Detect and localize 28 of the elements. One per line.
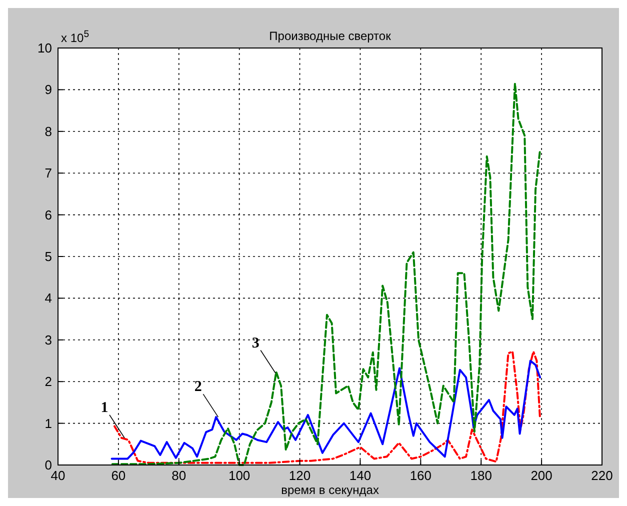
x-tick-label: 140 (349, 468, 372, 483)
x-tick-label: 120 (288, 468, 311, 483)
y-tick-label: 7 (44, 166, 52, 181)
y-tick-label: 5 (44, 249, 52, 264)
x-tick-label: 40 (50, 468, 66, 483)
y-tick-label: 1 (44, 416, 52, 431)
x-tick-label: 200 (530, 468, 552, 483)
line-series (111, 82, 542, 466)
y-tick-label: 8 (44, 124, 52, 139)
x-tick-label: 100 (228, 468, 250, 483)
annotation: 2 (194, 379, 202, 396)
y-tick-label: 3 (44, 332, 52, 348)
y-tick-label: 9 (44, 82, 52, 98)
x-axis-title: время в секундах (281, 483, 379, 497)
x-tick-label: 180 (470, 468, 492, 483)
annotation: 1 (100, 400, 108, 416)
x-tick-label: 160 (410, 468, 432, 483)
y-tick-label: 0 (44, 458, 52, 472)
y-tick-label: 4 (44, 290, 52, 306)
x-tick-label: 80 (172, 468, 186, 483)
y-tick-label: 6 (44, 207, 52, 222)
x-tick-label: 60 (111, 468, 126, 483)
text: x 10$^{5}$ (61, 28, 90, 45)
x-tick-label: 220 (591, 468, 613, 483)
y-tick-label: 10 (38, 40, 52, 56)
y-tick-label: 2 (44, 374, 52, 390)
annotation: 3 (252, 335, 260, 352)
chart-title: Производные сверток (269, 29, 392, 43)
